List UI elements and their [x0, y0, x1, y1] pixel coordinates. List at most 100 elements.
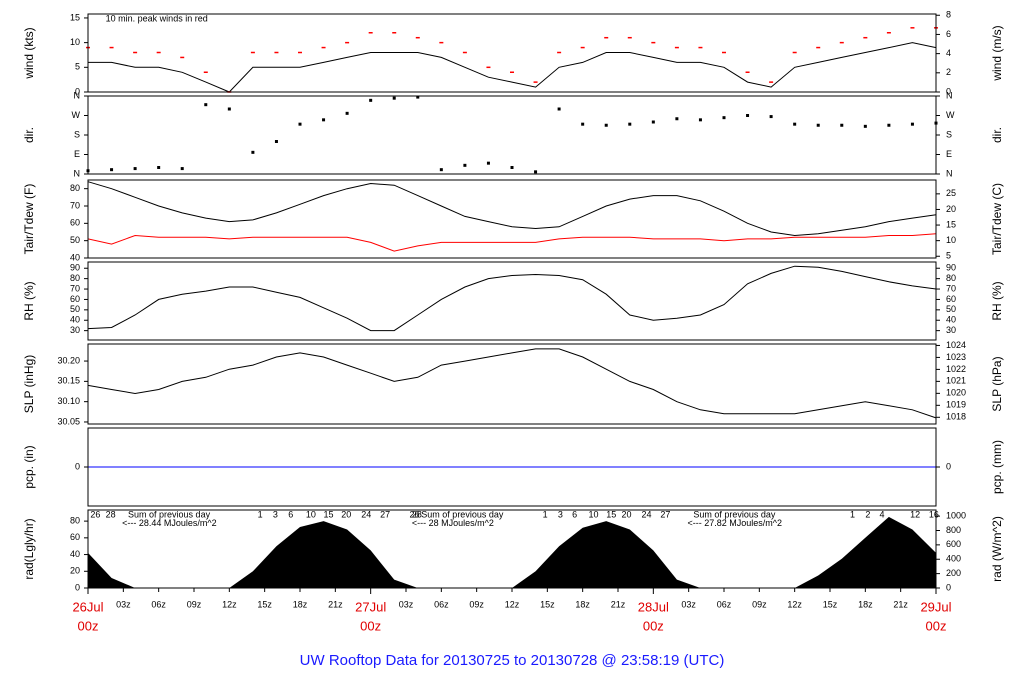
page-title: UW Rooftop Data for 20130725 to 20130728…: [300, 652, 725, 669]
point: [887, 123, 891, 127]
annotation: 6: [288, 510, 293, 520]
annotation: 1: [543, 510, 548, 520]
annotation: 15: [324, 510, 334, 520]
y-tick-label: 30.10: [57, 396, 80, 406]
point: [345, 111, 349, 115]
y2-tick-label: 30: [946, 325, 956, 335]
y-axis-label: rad(Lgly/hr): [22, 518, 36, 579]
annotation: 6: [572, 510, 577, 520]
y-tick-label: 60: [70, 294, 80, 304]
annotation: <--- 28.44 MJoules/m^2: [122, 518, 217, 528]
y-tick-label: 0: [75, 582, 80, 592]
y2-axis-label: rad (W/m^2): [990, 516, 1004, 582]
y2-tick-label: 20: [946, 204, 956, 214]
y2-tick-label: 0: [946, 461, 951, 471]
date-label: 28Jul: [638, 599, 669, 614]
date-sublabel: 00z: [926, 618, 947, 633]
y2-tick-label: 5: [946, 251, 951, 261]
x-tick-label: 21z: [328, 599, 343, 609]
annotation: 10: [589, 510, 599, 520]
annotation: 2: [865, 510, 870, 520]
point: [840, 123, 844, 127]
y-tick-label: 60: [70, 218, 80, 228]
y2-tick-label: 1018: [946, 412, 966, 422]
x-tick-label: 12z: [787, 599, 802, 609]
y-tick-label: 50: [70, 235, 80, 245]
point: [675, 117, 679, 121]
annotation: 20: [341, 510, 351, 520]
plot-frame: [87, 179, 937, 259]
x-tick-label: 18z: [575, 599, 590, 609]
y2-axis-label: RH (%): [990, 281, 1004, 320]
y-tick-label: 40: [70, 252, 80, 262]
y2-axis-label: SLP (hPa): [990, 356, 1004, 411]
point: [604, 123, 608, 127]
annotation: 1: [258, 510, 263, 520]
y2-tick-label: 200: [946, 568, 961, 578]
x-tick-label: 15z: [823, 599, 838, 609]
plot-frame: [87, 261, 937, 341]
x-tick-label: 18z: [858, 599, 873, 609]
y2-tick-label: 10: [946, 235, 956, 245]
y-tick-label: 80: [70, 183, 80, 193]
y2-tick-label: 1019: [946, 400, 966, 410]
x-tick-label: 03z: [681, 599, 696, 609]
point: [628, 122, 632, 126]
y2-tick-label: 1020: [946, 388, 966, 398]
point: [698, 118, 702, 122]
y-tick-label: 15: [70, 12, 80, 22]
y-tick-label: E: [74, 149, 80, 159]
point: [651, 120, 655, 124]
y2-tick-label: 90: [946, 263, 956, 273]
y-tick-label: S: [74, 129, 80, 139]
annotation: 12: [910, 510, 920, 520]
point: [439, 168, 443, 172]
y2-tick-label: 6: [946, 29, 951, 39]
point: [110, 168, 114, 172]
annotation: 10 min. peak winds in red: [106, 13, 208, 23]
x-tick-label: 09z: [469, 599, 484, 609]
annotation: <--- 28 MJoules/m^2: [412, 518, 494, 528]
date-sublabel: 00z: [360, 618, 381, 633]
y2-tick-label: 1024: [946, 340, 966, 350]
y-tick-label: N: [74, 90, 81, 100]
y2-tick-label: 60: [946, 294, 956, 304]
annotation: 24: [361, 510, 371, 520]
annotation: 26: [410, 510, 420, 520]
y2-tick-label: 4: [946, 48, 951, 58]
y2-tick-label: 1000: [946, 510, 966, 520]
point: [251, 150, 255, 154]
annotation: 1: [850, 510, 855, 520]
x-tick-label: 12z: [505, 599, 520, 609]
y2-tick-label: 0: [946, 86, 951, 96]
point: [157, 166, 161, 169]
point: [180, 167, 184, 171]
point: [769, 115, 773, 119]
y2-tick-label: N: [946, 168, 953, 178]
y2-tick-label: S: [946, 129, 952, 139]
y2-tick-label: 800: [946, 525, 961, 535]
point: [298, 122, 302, 126]
y-axis-label: pcp. (in): [22, 445, 36, 488]
x-tick-label: 09z: [752, 599, 767, 609]
y-tick-label: 40: [70, 315, 80, 325]
series-line: [87, 265, 937, 332]
y2-tick-label: 400: [946, 554, 961, 564]
plot-frame: [87, 13, 937, 93]
point: [369, 98, 373, 102]
x-tick-label: 03z: [116, 599, 131, 609]
point: [274, 140, 278, 143]
point: [416, 95, 420, 99]
date-label: 29Jul: [920, 599, 951, 614]
x-tick-label: 15z: [257, 599, 272, 609]
y-tick-label: 50: [70, 304, 80, 314]
y2-tick-label: 70: [946, 283, 956, 293]
y-tick-label: 80: [70, 515, 80, 525]
plot-frame: [87, 427, 937, 507]
annotation: 15: [606, 510, 616, 520]
y-tick-label: 60: [70, 532, 80, 542]
annotation: 3: [558, 510, 563, 520]
series-line: [87, 233, 937, 252]
x-tick-label: 21z: [893, 599, 908, 609]
y2-tick-label: 40: [946, 315, 956, 325]
